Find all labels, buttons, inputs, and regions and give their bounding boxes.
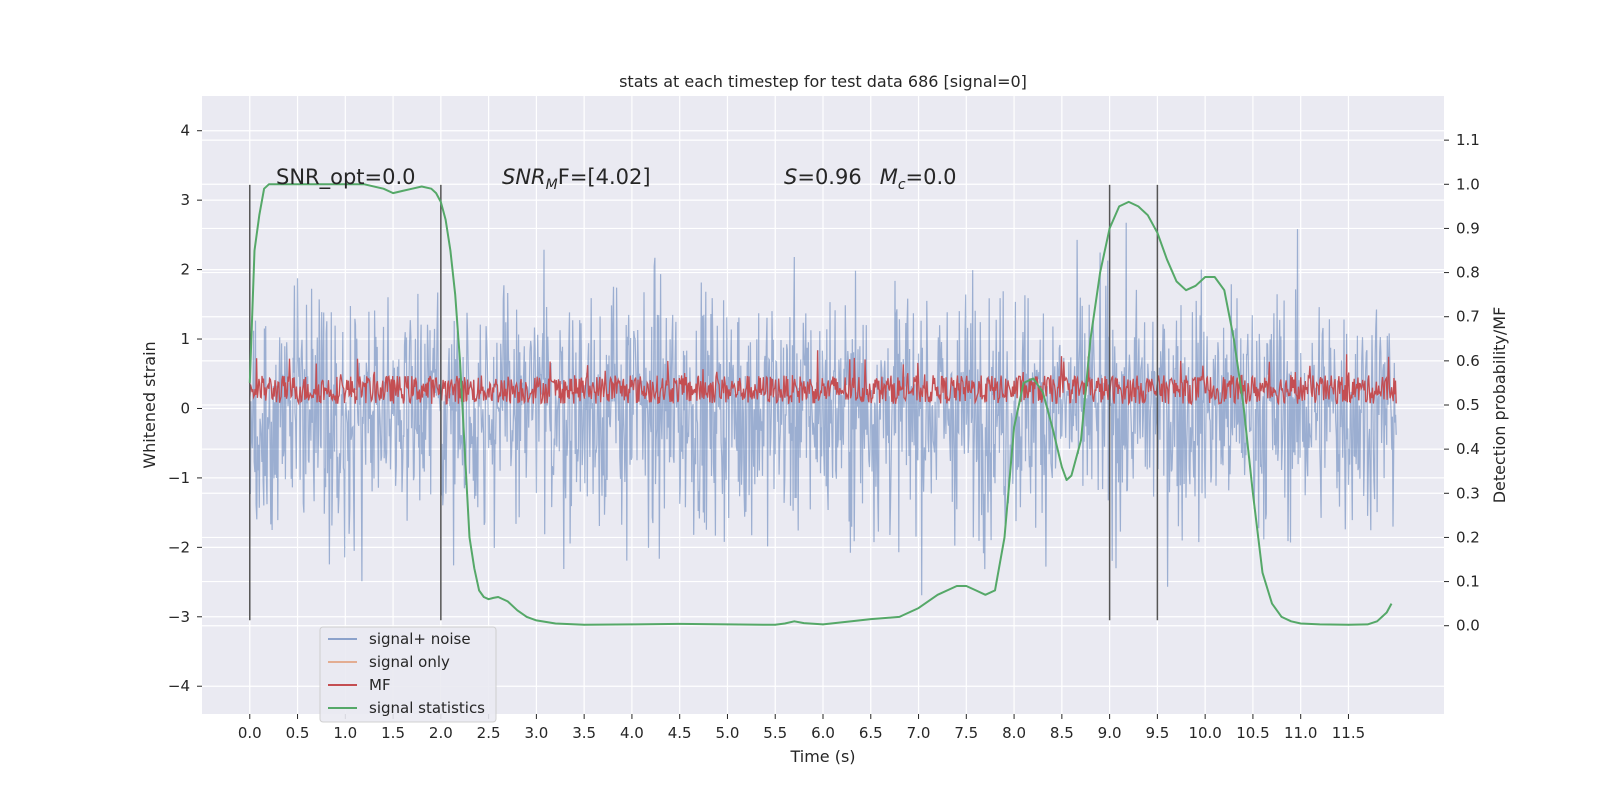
y-tick-label: 4 [180,122,190,140]
y2-tick-label: 0.7 [1456,308,1480,326]
legend-label-signal-only: signal only [369,653,450,671]
vertical-markers [249,184,1159,621]
x-tick-label: 8.0 [1002,724,1026,742]
x-tick-label: 9.0 [1098,724,1122,742]
y2-tick-label: 0.9 [1456,219,1480,237]
y2-tick-label: 0.8 [1456,264,1480,282]
y2-tick-label: 0.1 [1456,573,1480,591]
y-tick-label: 1 [180,330,190,348]
y-axis-label: Whitened strain [140,341,159,468]
x-tick-label: 2.5 [477,724,501,742]
y2-tick-label: 1.0 [1456,175,1480,193]
snr-mf-prefix: SNR [502,165,546,189]
x-tick-label: 6.5 [859,724,883,742]
legend-label-signal-statistics: signal statistics [369,699,485,717]
annotation-snr-opt: SNR_opt=0.0 [276,165,416,190]
x-tick-label: 2.0 [429,724,453,742]
snr-mf-sub: M [546,177,558,193]
x-tick-label: 10.0 [1188,724,1221,742]
y2-tick-label: 0.3 [1456,484,1480,502]
x-tick-label: 4.0 [620,724,644,742]
y-tick-label: 0 [180,399,190,417]
chart-title: stats at each timestep for test data 686… [619,72,1027,91]
x-tick-label: 1.0 [333,724,357,742]
y-tick-label: 3 [180,191,190,209]
x-tick-label: 5.0 [716,724,740,742]
x-tick-label: 6.0 [811,724,835,742]
signal-statistics-series [248,183,1393,626]
x-tick-label: 7.0 [907,724,931,742]
signal-statistics-line [248,183,1393,626]
y-tick-label: −2 [168,538,190,556]
annotation-s-mc: S=0.96 Mc=0.0 [784,165,957,193]
legend-label-signal-noise: signal+ noise [369,630,471,648]
y-tick-label: −3 [168,608,190,626]
x-tick-label: 3.5 [572,724,596,742]
x-tick-label: 4.5 [668,724,692,742]
y2-tick-label: 0.6 [1456,352,1480,370]
x-tick-label: 3.0 [524,724,548,742]
x-tick-label: 10.5 [1236,724,1269,742]
x-tick-label: 11.0 [1284,724,1317,742]
x-tick-label: 0.0 [238,724,262,742]
legend-box [319,626,497,723]
y2-tick-label: 0.0 [1456,617,1480,635]
x-tick-label: 7.5 [954,724,978,742]
x-tick-label: 5.5 [763,724,787,742]
legend-label-mf: MF [369,676,391,694]
x-tick-label: 8.5 [1050,724,1074,742]
mc-symbol: M [880,165,898,189]
y2-tick-label: 0.4 [1456,440,1480,458]
y2-axis-label: Detection probability/MF [1490,307,1509,504]
mc-value: =0.0 [906,165,957,189]
y2-tick-label: 0.5 [1456,396,1480,414]
y-tick-label: −4 [168,677,190,695]
x-tick-label: 1.5 [381,724,405,742]
y2-tick-label: 0.2 [1456,528,1480,546]
s-value: =0.96 [797,165,861,189]
y-tick-label: 2 [180,261,190,279]
x-tick-label: 11.5 [1332,724,1365,742]
x-tick-label: 0.5 [286,724,310,742]
annotation-snr-mf: SNRMF=[4.02] [502,165,651,193]
s-symbol: S [784,165,797,189]
snr-mf-suffix: F=[4.02] [558,165,651,189]
mc-sub: c [898,177,906,193]
x-tick-label: 9.5 [1145,724,1169,742]
y2-tick-label: 1.1 [1456,131,1480,149]
ticks: 0.0 0.5 1.0 1.5 2.0 2.5 3.0 3.5 4.0 4.5 5.0 5.5 6.0 6… [168,122,1480,742]
legend: signal+ noise signal only MF signal stat… [319,626,497,723]
x-axis-label: Time (s) [789,747,855,766]
y-tick-label: −1 [168,469,190,487]
